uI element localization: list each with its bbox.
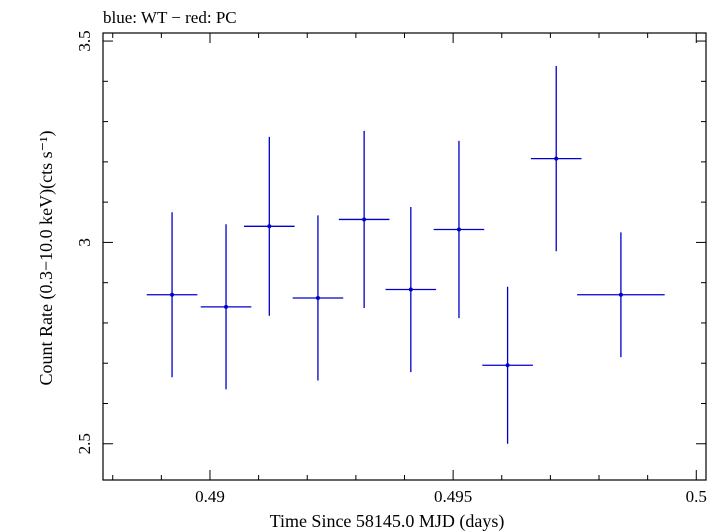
point-marker — [618, 292, 623, 297]
x-tick-label: 0.495 — [434, 487, 472, 506]
y-axis-label: Count Rate (0.3−10.0 keV)(cts s⁻¹) — [36, 130, 57, 385]
x-tick-label: 0.49 — [195, 487, 225, 506]
plot-frame — [102, 32, 707, 481]
data-point — [530, 66, 582, 252]
point-marker — [408, 287, 413, 292]
y-tick-label: 3 — [75, 238, 94, 247]
data-series — [146, 66, 665, 444]
plot-area-border — [102, 32, 707, 481]
point-marker — [267, 224, 272, 229]
data-point — [244, 136, 295, 316]
y-tick-label: 3.5 — [75, 30, 94, 51]
data-point — [292, 215, 344, 381]
chart-title: blue: WT − red: PC — [103, 8, 237, 27]
data-point — [338, 130, 390, 309]
point-marker — [456, 227, 461, 232]
data-point — [433, 140, 485, 319]
point-marker — [505, 363, 510, 368]
point-marker — [315, 295, 320, 300]
x-axis: 0.49 0.495 0.5 — [112, 33, 707, 506]
y-axis: 2.5 3 3.5 — [75, 30, 706, 454]
point-marker — [224, 304, 229, 309]
data-point — [385, 206, 437, 373]
point-marker — [362, 217, 367, 222]
x-axis-label: Time Since 58145.0 MJD (days) — [270, 511, 505, 532]
point-marker — [554, 156, 559, 161]
data-point — [200, 224, 252, 390]
data-point — [577, 232, 665, 358]
data-point — [146, 212, 198, 378]
x-tick-label: 0.5 — [686, 487, 707, 506]
data-point — [482, 286, 533, 444]
point-marker — [170, 292, 175, 297]
y-tick-label: 2.5 — [75, 433, 94, 454]
